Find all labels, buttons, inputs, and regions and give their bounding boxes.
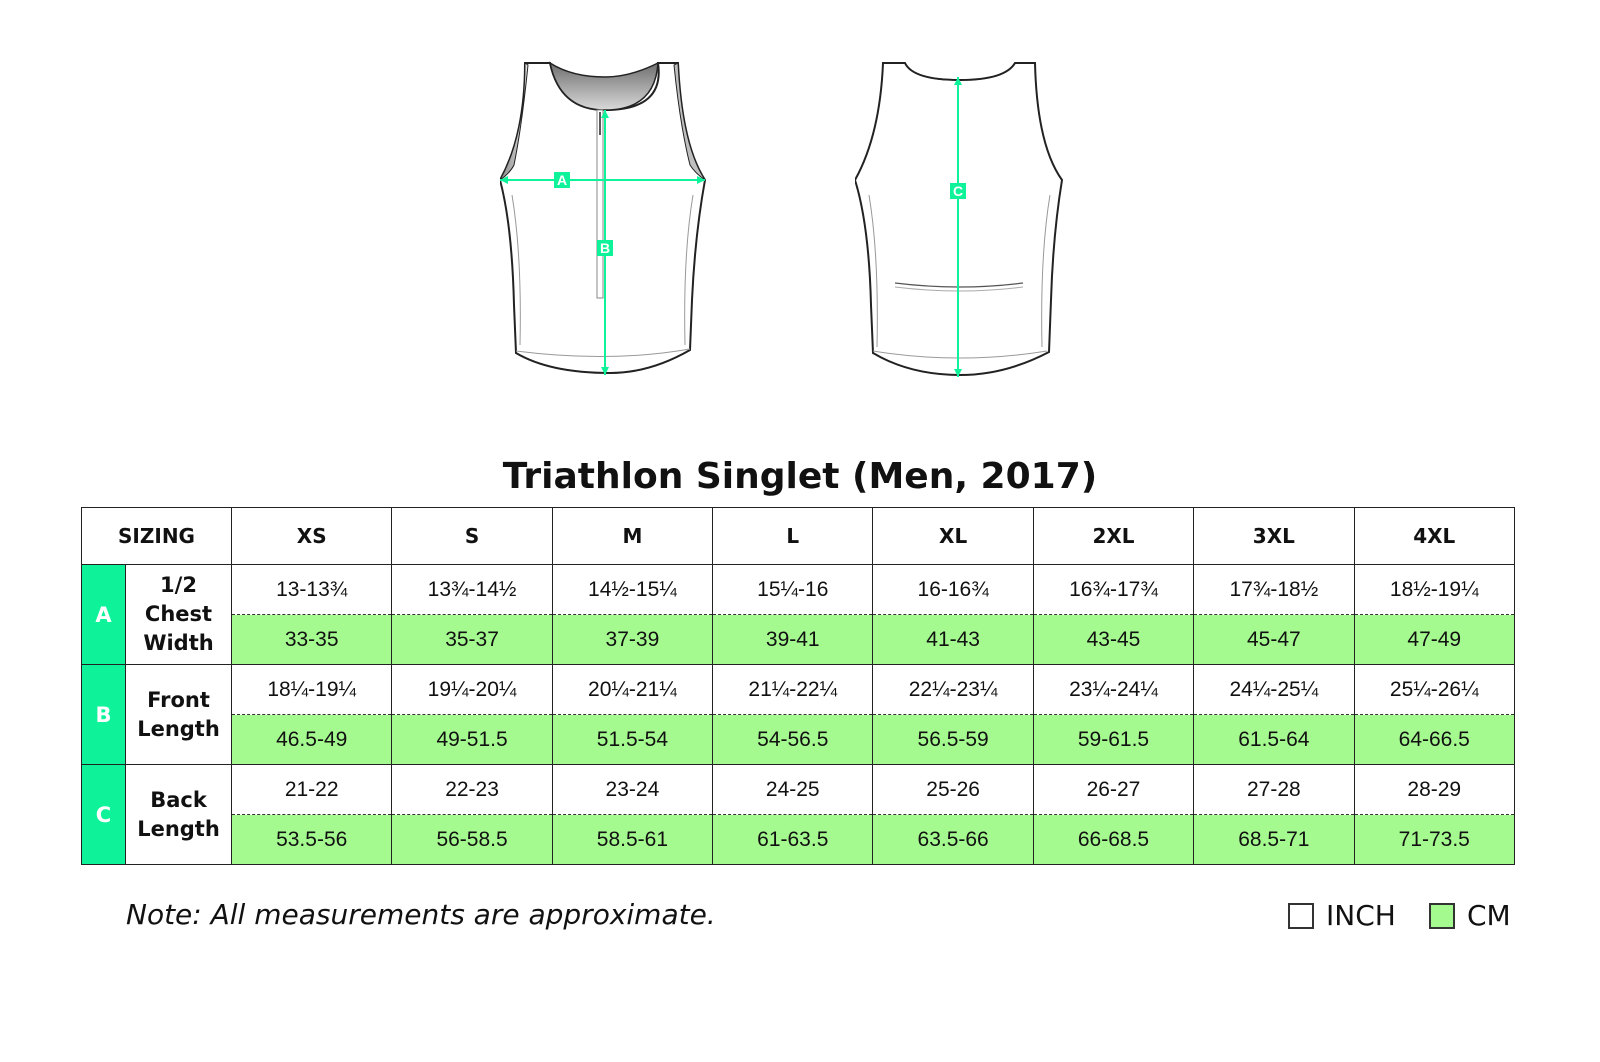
cm-cell: 43-45	[1032, 614, 1195, 665]
cm-cell: 61.5-64	[1193, 714, 1355, 765]
cm-cell: 46.5-49	[231, 714, 393, 765]
page-title: Triathlon Singlet (Men, 2017)	[502, 456, 1098, 497]
table-row-c-inch: C Back Length 21-22 22-23 23-24 24-25 25…	[81, 764, 1516, 865]
inch-cell: 20¼-21¼	[551, 664, 714, 715]
cm-swatch-icon	[1429, 902, 1455, 929]
inch-cell: 14½-15¼	[551, 564, 714, 615]
measurement-note: Note: All measurements are approximate.	[126, 898, 716, 931]
size-header-3xl: 3XL	[1193, 507, 1355, 565]
table-row-c-cm: 53.5-56 56-58.5 58.5-61 61-63.5 63.5-66 …	[82, 814, 1516, 865]
singlet-back-view	[855, 62, 1064, 377]
inch-cell: 27-28	[1193, 764, 1355, 815]
inch-cell: 13¾-14½	[391, 564, 553, 615]
inch-cell: 22-23	[391, 764, 553, 815]
label-a-badge: A	[554, 172, 570, 188]
row-label-line: Width	[143, 631, 214, 655]
cm-cell: 68.5-71	[1193, 814, 1355, 865]
size-header-xl: XL	[872, 507, 1034, 565]
size-header-row: SIZING XS S M L XL 2XL 3XL 4XL	[80, 507, 1516, 565]
inch-cell: 16¾-17¾	[1032, 564, 1195, 615]
inch-cell: 18½-19¼	[1353, 564, 1516, 615]
inch-cell: 18¼-19¼	[231, 664, 393, 715]
legend-cm-label: CM	[1467, 899, 1511, 932]
row-label-line: Length	[137, 816, 220, 841]
row-letter-a: A	[81, 564, 126, 665]
inch-cell: 17¾-18½	[1193, 564, 1355, 615]
inch-cell: 24-25	[712, 764, 874, 815]
sizing-header: SIZING	[80, 507, 233, 565]
table-row-a-cm: 33-35 35-37 37-39 39-41 41-43 43-45 45-4…	[82, 614, 1516, 665]
size-header-l: L	[712, 507, 874, 565]
table-row-b-cm: 46.5-49 49-51.5 51.5-54 54-56.5 56.5-59 …	[82, 714, 1516, 765]
size-header-m: M	[551, 507, 714, 565]
table-row-b-inch: B Front Length 18¼-19¼ 19¼-20¼ 20¼-21¼ 2…	[81, 664, 1516, 765]
cm-cell: 49-51.5	[391, 714, 553, 765]
inch-cell: 22¼-23¼	[872, 664, 1034, 715]
row-letter-b: B	[81, 664, 126, 765]
inch-cell: 24¼-25¼	[1193, 664, 1355, 715]
cm-cell: 56-58.5	[391, 814, 553, 865]
legend-inch: INCH	[1288, 899, 1396, 932]
legend-cm: CM	[1429, 899, 1511, 932]
cm-cell: 53.5-56	[231, 814, 393, 865]
cm-cell: 41-43	[872, 614, 1034, 665]
cm-cell: 47-49	[1353, 614, 1516, 665]
table-row-a-inch: A 1/2 Chest Width 13-13¾ 13¾-14½ 14½-15¼…	[81, 564, 1516, 665]
cm-cell: 56.5-59	[872, 714, 1034, 765]
row-label-line: Back	[150, 787, 207, 812]
label-c-badge: C	[950, 183, 966, 199]
row-label-back-length: Back Length	[124, 764, 233, 865]
cm-cell: 59-61.5	[1032, 714, 1195, 765]
size-header-xs: XS	[231, 507, 393, 565]
inch-cell: 16-16¾	[872, 564, 1034, 615]
row-letter-c: C	[81, 764, 126, 865]
singlet-front-view	[500, 61, 707, 375]
inch-cell: 19¼-20¼	[391, 664, 553, 715]
inch-cell: 13-13¾	[231, 564, 393, 615]
inch-cell: 23-24	[551, 764, 714, 815]
label-b-badge: B	[597, 240, 613, 256]
inch-cell: 23¼-24¼	[1032, 664, 1195, 715]
legend-inch-label: INCH	[1326, 899, 1396, 932]
inch-cell: 25-26	[872, 764, 1034, 815]
cm-cell: 63.5-66	[872, 814, 1034, 865]
inch-cell: 28-29	[1353, 764, 1516, 815]
size-header-4xl: 4XL	[1353, 507, 1516, 565]
row-label-line: Length	[137, 716, 220, 741]
row-label-line: Chest	[144, 602, 213, 626]
cm-cell: 51.5-54	[551, 714, 714, 765]
cm-cell: 64-66.5	[1353, 714, 1516, 765]
cm-cell: 37-39	[551, 614, 714, 665]
cm-cell: 33-35	[231, 614, 393, 665]
cm-cell: 66-68.5	[1032, 814, 1195, 865]
cm-cell: 35-37	[391, 614, 553, 665]
row-label-line: Front	[147, 687, 210, 712]
size-header-s: S	[391, 507, 553, 565]
inch-cell: 21-22	[231, 764, 393, 815]
inch-cell: 21¼-22¼	[712, 664, 874, 715]
row-label-chest-width: 1/2 Chest Width	[124, 564, 233, 665]
cm-cell: 61-63.5	[712, 814, 874, 865]
row-label-front-length: Front Length	[124, 664, 233, 765]
cm-cell: 39-41	[712, 614, 874, 665]
inch-swatch-icon	[1288, 902, 1314, 929]
size-chart-table: SIZING XS S M L XL 2XL 3XL 4XL A 1/2 Che…	[80, 507, 1516, 865]
row-label-line: 1/2	[160, 573, 197, 597]
cm-cell: 58.5-61	[551, 814, 714, 865]
cm-cell: 71-73.5	[1353, 814, 1516, 865]
inch-cell: 25¼-26¼	[1353, 664, 1516, 715]
inch-cell: 26-27	[1032, 764, 1195, 815]
cm-cell: 54-56.5	[712, 714, 874, 765]
garment-illustrations: A B C	[0, 0, 1600, 420]
inch-cell: 15¼-16	[712, 564, 874, 615]
cm-cell: 45-47	[1193, 614, 1355, 665]
size-header-2xl: 2XL	[1032, 507, 1195, 565]
